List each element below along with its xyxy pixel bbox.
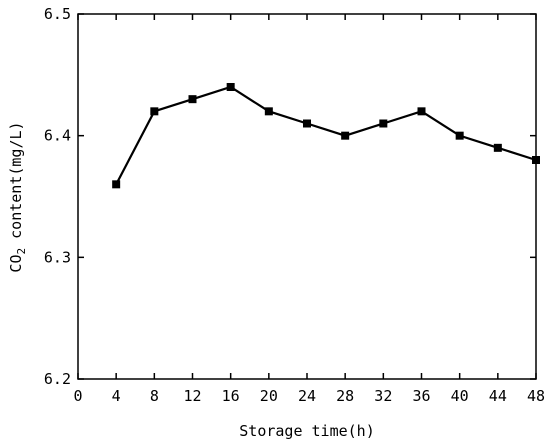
x-tick-label: 16 bbox=[222, 387, 240, 405]
data-point-marker bbox=[150, 107, 159, 116]
data-point-marker bbox=[532, 156, 540, 164]
data-point-marker bbox=[264, 107, 273, 116]
y-tick-label: 6.4 bbox=[44, 127, 71, 145]
x-tick-label: 28 bbox=[336, 387, 354, 405]
plot-area-frame bbox=[77, 13, 537, 380]
data-point-marker bbox=[379, 119, 388, 128]
x-tick-label: 24 bbox=[298, 387, 316, 405]
x-tick-label: 8 bbox=[150, 387, 159, 405]
y-tick-label: 6.5 bbox=[44, 5, 71, 23]
data-point-marker bbox=[417, 107, 426, 116]
y-tick-label: 6.3 bbox=[44, 248, 71, 266]
data-point-marker bbox=[303, 119, 311, 128]
y-tick-label: 6.2 bbox=[44, 370, 71, 388]
y-axis-title: CO2 content(mg/L) bbox=[7, 121, 28, 272]
x-tick-label: 4 bbox=[112, 387, 121, 405]
x-axis-title: Storage time(h) bbox=[239, 422, 374, 440]
data-point-marker bbox=[112, 180, 121, 189]
data-point-marker bbox=[226, 83, 235, 91]
x-tick-label: 20 bbox=[260, 387, 278, 405]
y-axis: 6.2 6.3 6.4 6.5 bbox=[44, 5, 536, 388]
y-axis-title-main: CO bbox=[7, 255, 25, 273]
series-markers bbox=[112, 83, 540, 189]
x-tick-label: 40 bbox=[451, 387, 469, 405]
x-tick-label: 32 bbox=[374, 387, 392, 405]
x-tick-label: 36 bbox=[412, 387, 430, 405]
x-axis: 0 4 8 12 16 20 24 28 32 36 40 44 48 bbox=[73, 14, 545, 405]
y-axis-title-subscript: 2 bbox=[15, 248, 28, 255]
data-point-marker bbox=[455, 131, 464, 140]
x-tick-label: 12 bbox=[183, 387, 201, 405]
x-tick-label: 0 bbox=[73, 387, 82, 405]
x-tick-label: 48 bbox=[527, 387, 545, 405]
data-point-marker bbox=[188, 95, 197, 104]
y-axis-title-rest: content(mg/L) bbox=[7, 121, 25, 247]
x-tick-label: 44 bbox=[489, 387, 507, 405]
data-point-marker bbox=[341, 131, 350, 140]
data-point-marker bbox=[493, 143, 502, 152]
series-line bbox=[115, 85, 537, 185]
